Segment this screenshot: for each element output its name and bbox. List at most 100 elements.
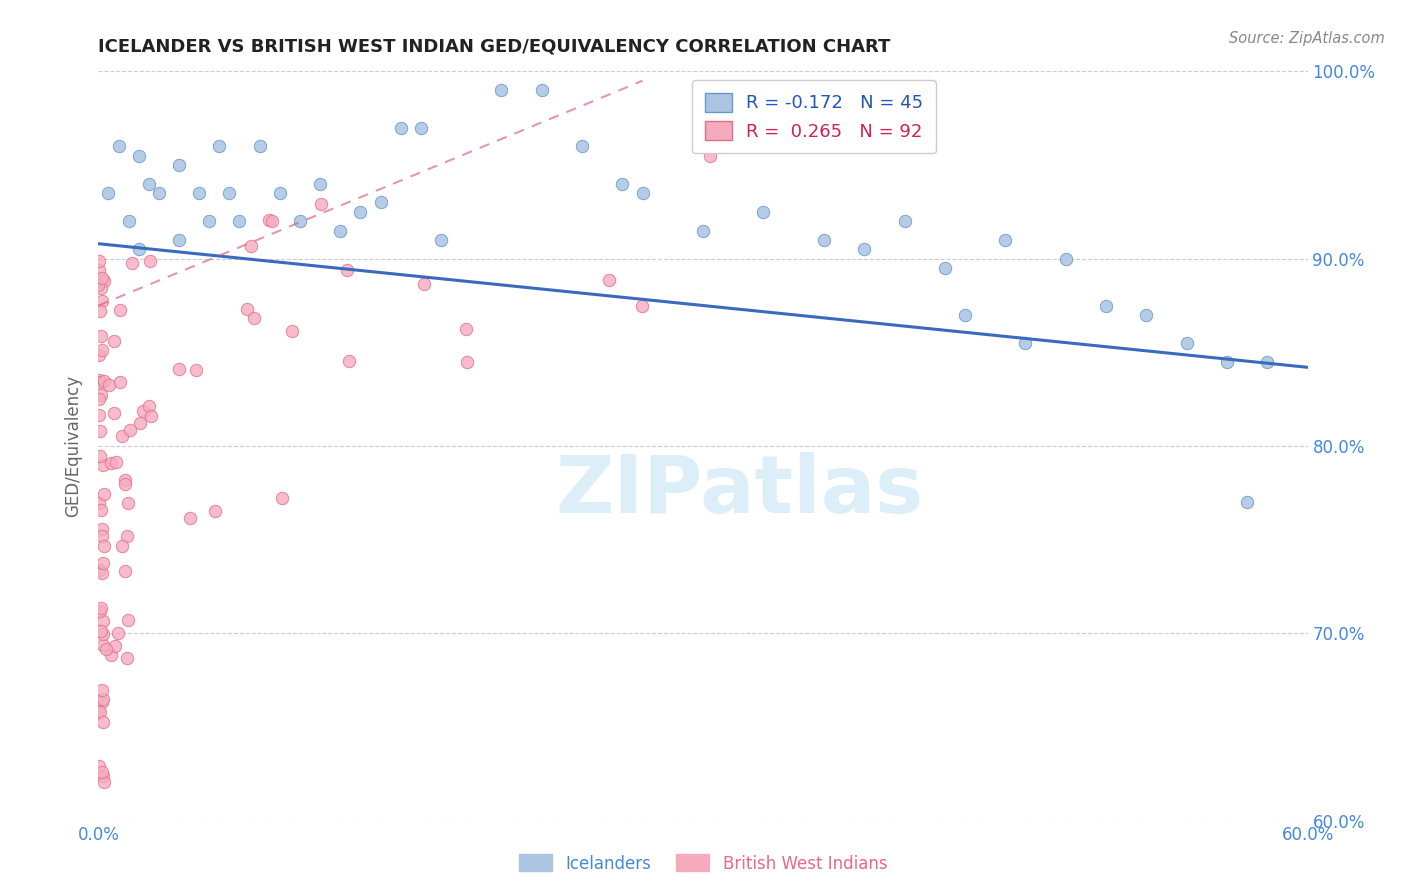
Point (337, 354, 360, 368)
Point (103, 334, 125, 349)
Point (87, 392, 110, 406)
Point (91, 556, 114, 570)
Point (90, 522, 112, 536)
Point (1014, 336, 1036, 351)
Point (89, 303, 111, 318)
Point (118, 423, 141, 437)
Point (107, 626, 129, 640)
Point (90, 765, 112, 780)
Point (329, 224, 352, 238)
Point (91, 627, 114, 641)
Point (208, 139, 231, 153)
Point (93, 540, 115, 554)
Point (93, 374, 115, 388)
Point (114, 476, 136, 491)
Point (530, 83, 553, 97)
Point (631, 299, 654, 313)
Point (934, 261, 956, 276)
Point (118, 214, 141, 228)
Point (100, 648, 122, 662)
Point (167, 233, 190, 247)
Point (87, 496, 110, 510)
Point (90, 388, 112, 402)
Point (89, 449, 111, 463)
Point (179, 510, 201, 524)
Point (121, 256, 143, 270)
Point (138, 177, 160, 191)
Point (138, 399, 160, 413)
Point (692, 224, 714, 238)
Point (108, 302, 131, 317)
Point (1054, 252, 1077, 266)
Point (243, 310, 266, 325)
Point (813, 233, 835, 247)
Point (89, 424, 111, 438)
Point (491, 83, 513, 97)
Point (129, 416, 152, 430)
Point (108, 376, 131, 390)
Point (204, 504, 226, 518)
Point (114, 565, 136, 579)
Point (91, 695, 114, 709)
Point (87, 373, 110, 387)
Point (90, 683, 112, 698)
Point (90, 281, 112, 295)
Text: Source: ZipAtlas.com: Source: ZipAtlas.com (1229, 31, 1385, 46)
Point (1236, 495, 1258, 509)
Y-axis label: GED/Equivalency: GED/Equivalency (65, 375, 83, 517)
Point (91, 691, 114, 706)
Point (349, 205, 371, 219)
Point (89, 563, 111, 577)
Point (93, 486, 115, 500)
Point (104, 639, 127, 653)
Point (107, 139, 129, 153)
Point (1216, 355, 1239, 369)
Point (89, 604, 111, 618)
Point (90, 624, 112, 639)
Point (198, 214, 221, 228)
Point (103, 407, 125, 421)
Point (218, 186, 240, 201)
Point (115, 651, 138, 665)
Point (90, 343, 112, 358)
Point (370, 195, 392, 210)
Point (90, 600, 112, 615)
Point (409, 120, 432, 135)
Point (456, 355, 478, 369)
Point (93, 614, 115, 628)
Point (90, 329, 112, 343)
Point (249, 139, 271, 153)
Point (1095, 299, 1118, 313)
Point (117, 496, 139, 510)
Point (89, 375, 111, 389)
Point (139, 409, 162, 423)
Point (87, 263, 110, 277)
Point (98, 377, 121, 392)
Point (132, 404, 155, 418)
Point (953, 308, 976, 322)
Point (111, 428, 134, 442)
Point (454, 322, 477, 336)
Point (235, 302, 257, 317)
Point (96, 642, 118, 657)
Point (257, 213, 280, 227)
Point (87, 277, 110, 292)
Point (309, 196, 332, 211)
Point (91, 271, 114, 285)
Point (309, 177, 332, 191)
Point (93, 715, 115, 730)
Point (336, 263, 359, 277)
Point (117, 613, 139, 627)
Point (240, 239, 263, 253)
Point (271, 491, 294, 505)
Point (280, 325, 302, 339)
Point (91, 458, 114, 473)
Point (90, 566, 112, 580)
Point (260, 214, 283, 228)
Point (93, 775, 115, 789)
Point (853, 243, 876, 257)
Point (104, 454, 127, 468)
Point (169, 362, 191, 376)
Point (389, 120, 412, 135)
Point (87, 758, 110, 772)
